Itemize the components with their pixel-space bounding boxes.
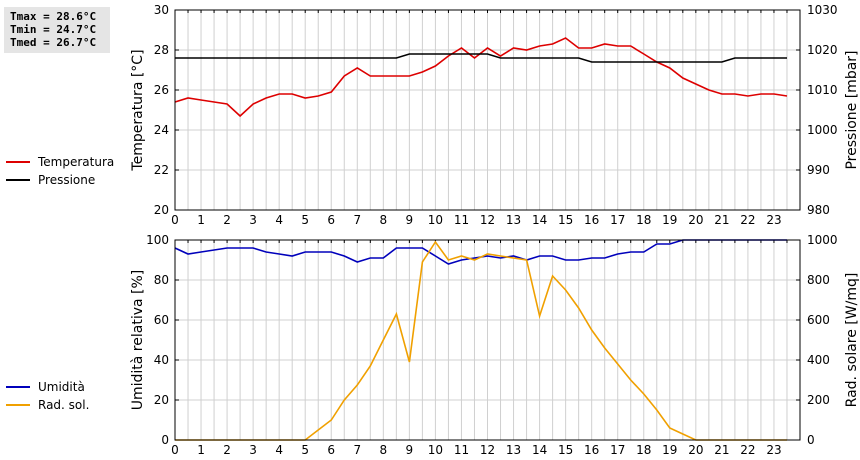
y-tick-label: 26 — [154, 83, 169, 97]
y-tick-label: 40 — [154, 353, 169, 367]
y2-tick-label: 1000 — [807, 233, 838, 247]
x-tick-label: 4 — [275, 443, 283, 457]
y-tick-label: 30 — [154, 3, 169, 17]
x-tick-label: 4 — [275, 213, 283, 227]
x-tick-label: 1 — [197, 443, 205, 457]
tmin-label: Tmin = 24.7°C — [10, 23, 97, 36]
x-tick-label: 8 — [380, 213, 388, 227]
y-tick-label: 28 — [154, 43, 169, 57]
x-tick-label: 19 — [662, 213, 677, 227]
y2-tick-label: 200 — [807, 393, 830, 407]
x-tick-label: 11 — [454, 443, 469, 457]
plot-frame — [174, 239, 801, 441]
legend-label: Temperatura — [37, 155, 114, 169]
y-tick-label: 24 — [154, 123, 169, 137]
x-tick-label: 7 — [353, 443, 361, 457]
plot-frame — [174, 9, 801, 211]
x-tick-label: 22 — [740, 213, 755, 227]
x-tick-label: 20 — [688, 213, 703, 227]
x-tick-label: 0 — [171, 213, 179, 227]
x-tick-label: 15 — [558, 443, 573, 457]
y-tick-label: 0 — [161, 433, 169, 447]
x-tick-label: 12 — [480, 213, 495, 227]
x-tick-label: 5 — [301, 213, 309, 227]
y-tick-label: 22 — [154, 163, 169, 177]
x-tick-label: 2 — [223, 443, 231, 457]
tmed-label: Tmed = 26.7°C — [10, 36, 97, 49]
x-tick-label: 7 — [353, 213, 361, 227]
x-tick-label: 13 — [506, 213, 521, 227]
series-line-0-1 — [175, 53, 787, 63]
x-tick-label: 1 — [197, 213, 205, 227]
x-tick-label: 0 — [171, 443, 179, 457]
y-axis-label: Umidità relativa [%] — [130, 270, 146, 411]
x-tick-label: 17 — [610, 213, 625, 227]
y-tick-label: 100 — [146, 233, 169, 247]
x-tick-label: 9 — [406, 443, 414, 457]
y2-tick-label: 400 — [807, 353, 830, 367]
series-line-0-0 — [174, 37, 788, 118]
x-tick-label: 16 — [584, 213, 599, 227]
x-tick-label: 9 — [406, 213, 414, 227]
y2-axis-label: Rad. solare [W/mq] — [844, 273, 860, 408]
x-tick-label: 22 — [740, 443, 755, 457]
x-tick-label: 20 — [688, 443, 703, 457]
legend-label: Umidità — [38, 380, 85, 394]
y2-tick-label: 990 — [807, 163, 830, 177]
x-tick-label: 6 — [327, 213, 335, 227]
y-axis-label: Temperatura [°C] — [130, 49, 146, 171]
x-tick-label: 18 — [636, 443, 651, 457]
y2-tick-label: 600 — [807, 313, 830, 327]
legend-label: Rad. sol. — [38, 398, 89, 412]
tmax-label: Tmax = 28.6°C — [10, 10, 97, 23]
legend-label: Pressione — [38, 173, 95, 187]
y-tick-label: 20 — [154, 393, 169, 407]
series-line-1-1 — [175, 240, 787, 441]
x-tick-label: 16 — [584, 443, 599, 457]
y2-tick-label: 800 — [807, 273, 830, 287]
x-tick-label: 3 — [249, 213, 257, 227]
x-tick-label: 23 — [766, 213, 781, 227]
x-tick-label: 14 — [532, 213, 547, 227]
series-line-1-0 — [174, 239, 787, 265]
x-tick-label: 3 — [249, 443, 257, 457]
y2-tick-label: 1030 — [807, 3, 838, 17]
x-tick-label: 15 — [558, 213, 573, 227]
y2-tick-label: 0 — [807, 433, 815, 447]
x-tick-label: 11 — [454, 213, 469, 227]
y2-tick-label: 1020 — [807, 43, 838, 57]
x-tick-label: 17 — [610, 443, 625, 457]
x-tick-label: 13 — [506, 443, 521, 457]
x-tick-label: 10 — [428, 443, 443, 457]
y2-tick-label: 980 — [807, 203, 830, 217]
x-tick-label: 23 — [766, 443, 781, 457]
x-tick-label: 19 — [662, 443, 677, 457]
x-tick-label: 10 — [428, 213, 443, 227]
x-tick-label: 12 — [480, 443, 495, 457]
y2-axis-label: Pressione [mbar] — [844, 50, 860, 169]
stats-box: Tmax = 28.6°C Tmin = 24.7°C Tmed = 26.7°… — [4, 7, 110, 53]
y-tick-label: 60 — [154, 313, 169, 327]
x-tick-label: 21 — [714, 443, 729, 457]
x-tick-label: 2 — [223, 213, 231, 227]
x-tick-label: 21 — [714, 213, 729, 227]
y-tick-label: 80 — [154, 273, 169, 287]
x-tick-label: 18 — [636, 213, 651, 227]
x-tick-label: 14 — [532, 443, 547, 457]
x-tick-label: 5 — [301, 443, 309, 457]
x-tick-label: 6 — [327, 443, 335, 457]
x-tick-label: 8 — [380, 443, 388, 457]
y2-tick-label: 1000 — [807, 123, 838, 137]
y-tick-label: 20 — [154, 203, 169, 217]
y2-tick-label: 1010 — [807, 83, 838, 97]
